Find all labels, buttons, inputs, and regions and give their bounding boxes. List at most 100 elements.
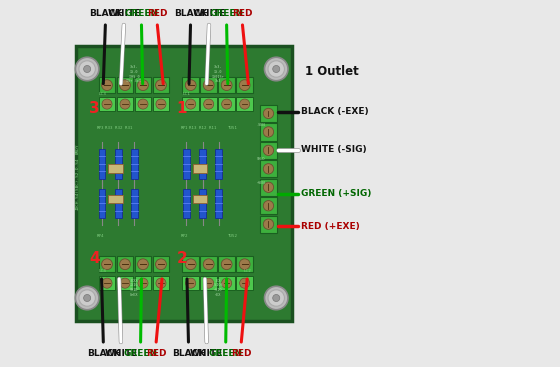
Circle shape (79, 290, 95, 306)
Circle shape (273, 65, 280, 73)
Bar (216, 149, 222, 178)
Bar (131, 189, 138, 218)
Bar (99, 97, 115, 111)
Bar (236, 77, 253, 93)
Text: 3x3-
IS-0
IS01S+
3x3: 3x3- IS-0 IS01S+ 3x3 (212, 65, 224, 83)
Circle shape (156, 259, 166, 270)
Circle shape (263, 127, 274, 137)
Circle shape (268, 61, 284, 77)
Circle shape (263, 164, 274, 174)
Bar (216, 189, 222, 218)
Text: LC2: LC2 (244, 269, 251, 273)
Circle shape (263, 200, 274, 211)
Circle shape (239, 80, 250, 91)
Text: -EX
-SIOS
+SIO
+EX: -EX -SIOS +SIO +EX (212, 279, 223, 297)
Circle shape (83, 65, 91, 73)
Bar (115, 149, 122, 178)
Bar (76, 46, 292, 321)
Text: RED: RED (147, 8, 167, 18)
Circle shape (138, 99, 148, 109)
Bar (116, 276, 133, 290)
Circle shape (120, 80, 130, 91)
Bar (200, 77, 217, 93)
Circle shape (138, 259, 148, 270)
Bar (193, 164, 207, 173)
Bar (200, 97, 217, 111)
Text: RED: RED (231, 349, 251, 359)
Text: LC4: LC4 (99, 269, 106, 273)
Circle shape (138, 278, 148, 288)
Text: -SEN: -SEN (256, 123, 265, 127)
Bar (260, 160, 277, 178)
Bar (183, 149, 190, 178)
Text: BLACK: BLACK (87, 349, 120, 359)
Bar (108, 164, 123, 173)
Circle shape (240, 278, 250, 288)
Text: LC3: LC3 (99, 92, 106, 97)
Bar (134, 77, 151, 93)
Text: RP1: RP1 (181, 126, 188, 130)
Text: BLACK: BLACK (174, 8, 207, 18)
Bar (260, 105, 277, 122)
Bar (218, 97, 235, 111)
Bar (152, 97, 169, 111)
Bar (134, 97, 151, 111)
Bar (152, 276, 169, 290)
Circle shape (138, 80, 148, 91)
Circle shape (185, 259, 196, 270)
Bar (260, 215, 277, 233)
Text: 1 Outlet: 1 Outlet (305, 65, 358, 79)
Circle shape (156, 278, 166, 288)
Bar (200, 276, 217, 290)
Bar (99, 276, 115, 290)
Text: RP4: RP4 (97, 234, 105, 238)
Text: RED: RED (146, 349, 166, 359)
Text: TU52: TU52 (227, 234, 237, 238)
Text: +SEN: +SEN (256, 181, 265, 185)
Text: 1: 1 (176, 101, 187, 116)
Text: RP3: RP3 (97, 126, 105, 130)
Circle shape (263, 182, 274, 192)
Circle shape (186, 278, 196, 288)
Circle shape (263, 219, 274, 229)
Circle shape (204, 99, 214, 109)
Text: GREEN: GREEN (209, 349, 243, 359)
Text: GREEN (+SIG): GREEN (+SIG) (301, 189, 371, 198)
Circle shape (221, 80, 232, 91)
Text: WHITE (-SIG): WHITE (-SIG) (301, 145, 366, 154)
Circle shape (101, 259, 113, 270)
Bar (260, 197, 277, 214)
Text: RED: RED (232, 8, 253, 18)
Bar (260, 142, 277, 159)
Circle shape (239, 259, 250, 270)
Circle shape (120, 278, 130, 288)
Text: GREEN: GREEN (124, 349, 158, 359)
Text: GREEN: GREEN (124, 8, 158, 18)
Circle shape (102, 278, 112, 288)
Text: BLACK: BLACK (172, 349, 205, 359)
Text: BLACK (-EXE): BLACK (-EXE) (301, 107, 368, 116)
Bar (99, 189, 105, 218)
Bar (199, 189, 206, 218)
Bar (108, 195, 123, 203)
Bar (236, 97, 253, 111)
Text: GREEN: GREEN (209, 8, 244, 18)
Bar (134, 276, 151, 290)
Circle shape (156, 80, 166, 91)
Text: WHITE: WHITE (193, 8, 226, 18)
Circle shape (268, 290, 284, 306)
Circle shape (221, 259, 232, 270)
Circle shape (203, 259, 214, 270)
Bar (116, 97, 133, 111)
Text: SHLD: SHLD (256, 157, 265, 161)
Bar (218, 256, 235, 272)
Bar (183, 276, 199, 290)
Circle shape (263, 108, 274, 119)
Bar (199, 149, 206, 178)
Bar (115, 189, 122, 218)
Text: 3x3-
IS-0
IHS 0
IS+ 3x3: 3x3- IS-0 IHS 0 IS+ 3x3 (127, 65, 141, 83)
Bar (193, 195, 207, 203)
Bar (99, 77, 115, 93)
Circle shape (222, 99, 232, 109)
Bar (116, 77, 133, 93)
